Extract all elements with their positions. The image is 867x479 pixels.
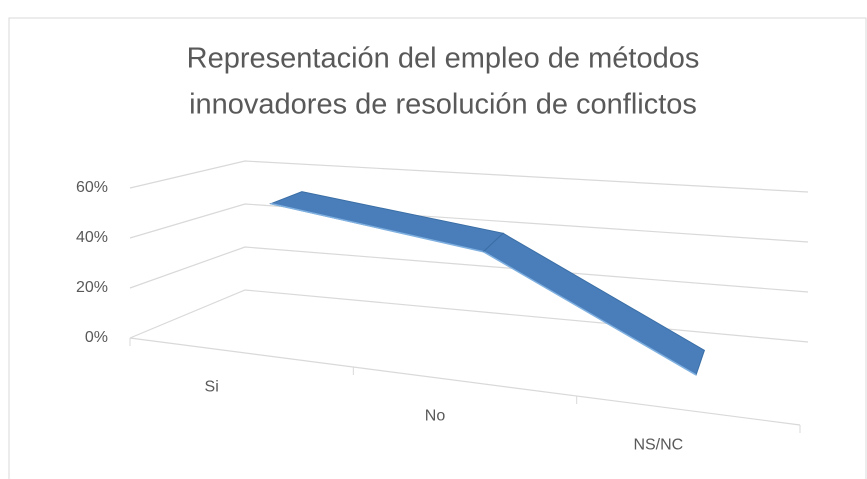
y-tick-label: 60% <box>76 179 108 196</box>
ribbon-edge <box>483 251 697 376</box>
x-tick-label: Si <box>205 379 219 396</box>
chart-title: Representación del empleo de métodos <box>187 43 700 75</box>
ribbon-edge <box>270 202 484 253</box>
chart-title: innovadores de resolución de conflictos <box>189 89 697 121</box>
grid-line <box>129 246 809 293</box>
grid-line <box>129 203 809 243</box>
x-axis <box>129 337 801 426</box>
x-tick-label: No <box>425 408 446 425</box>
y-tick-label: 40% <box>76 229 108 246</box>
grid-line <box>129 160 809 193</box>
x-tick-label: NS/NC <box>633 437 683 454</box>
chart-frame <box>8 17 867 479</box>
y-tick-label: 0% <box>85 329 108 346</box>
y-tick-label: 20% <box>76 279 108 296</box>
